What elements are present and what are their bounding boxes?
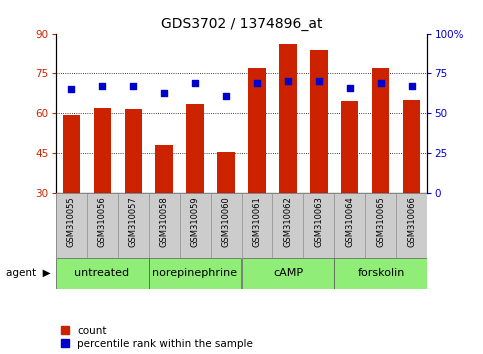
Bar	[180, 193, 211, 258]
Bar	[117, 193, 149, 258]
Point	[129, 83, 137, 89]
Text: GSM310056: GSM310056	[98, 196, 107, 247]
Bar	[242, 258, 334, 289]
Bar	[62, 115, 80, 193]
Bar	[334, 258, 427, 289]
Text: GSM310063: GSM310063	[314, 196, 324, 247]
Text: GSM310062: GSM310062	[284, 196, 293, 247]
Bar	[248, 68, 266, 193]
Point	[408, 83, 416, 89]
Text: GSM310066: GSM310066	[408, 196, 416, 247]
Bar	[280, 44, 297, 193]
Point	[315, 79, 323, 84]
Text: cAMP: cAMP	[273, 268, 303, 279]
Text: agent  ▶: agent ▶	[6, 268, 51, 279]
Text: GSM310061: GSM310061	[253, 196, 261, 247]
Bar	[397, 193, 427, 258]
Text: forskolin: forskolin	[357, 268, 405, 279]
Legend: count, percentile rank within the sample: count, percentile rank within the sample	[61, 326, 253, 349]
Bar	[94, 108, 111, 193]
Bar	[366, 193, 397, 258]
Text: GSM310055: GSM310055	[67, 196, 75, 247]
Bar	[403, 100, 421, 193]
Text: untreated: untreated	[74, 268, 129, 279]
Point	[191, 80, 199, 86]
Bar	[211, 193, 242, 258]
Bar	[272, 193, 303, 258]
Text: GSM310064: GSM310064	[345, 196, 355, 247]
Point	[346, 85, 354, 91]
Bar	[86, 193, 117, 258]
Bar	[242, 193, 272, 258]
Point	[253, 80, 261, 86]
Text: GSM310060: GSM310060	[222, 196, 230, 247]
Text: GSM310057: GSM310057	[128, 196, 138, 247]
Bar	[311, 50, 327, 193]
Bar	[186, 104, 203, 193]
Bar	[372, 68, 389, 193]
Bar	[56, 258, 149, 289]
Bar	[303, 193, 334, 258]
Point	[222, 93, 230, 98]
Bar	[334, 193, 366, 258]
Point	[67, 86, 75, 92]
Bar	[149, 193, 180, 258]
Point	[284, 79, 292, 84]
Bar	[156, 145, 172, 193]
Bar	[125, 109, 142, 193]
Text: norepinephrine: norepinephrine	[153, 268, 238, 279]
Bar	[149, 258, 242, 289]
Bar	[217, 152, 235, 193]
Title: GDS3702 / 1374896_at: GDS3702 / 1374896_at	[161, 17, 322, 31]
Text: GSM310058: GSM310058	[159, 196, 169, 247]
Text: GSM310065: GSM310065	[376, 196, 385, 247]
Point	[160, 90, 168, 96]
Text: GSM310059: GSM310059	[190, 196, 199, 247]
Bar	[56, 193, 86, 258]
Point	[377, 80, 385, 86]
Bar	[341, 101, 358, 193]
Point	[98, 83, 106, 89]
